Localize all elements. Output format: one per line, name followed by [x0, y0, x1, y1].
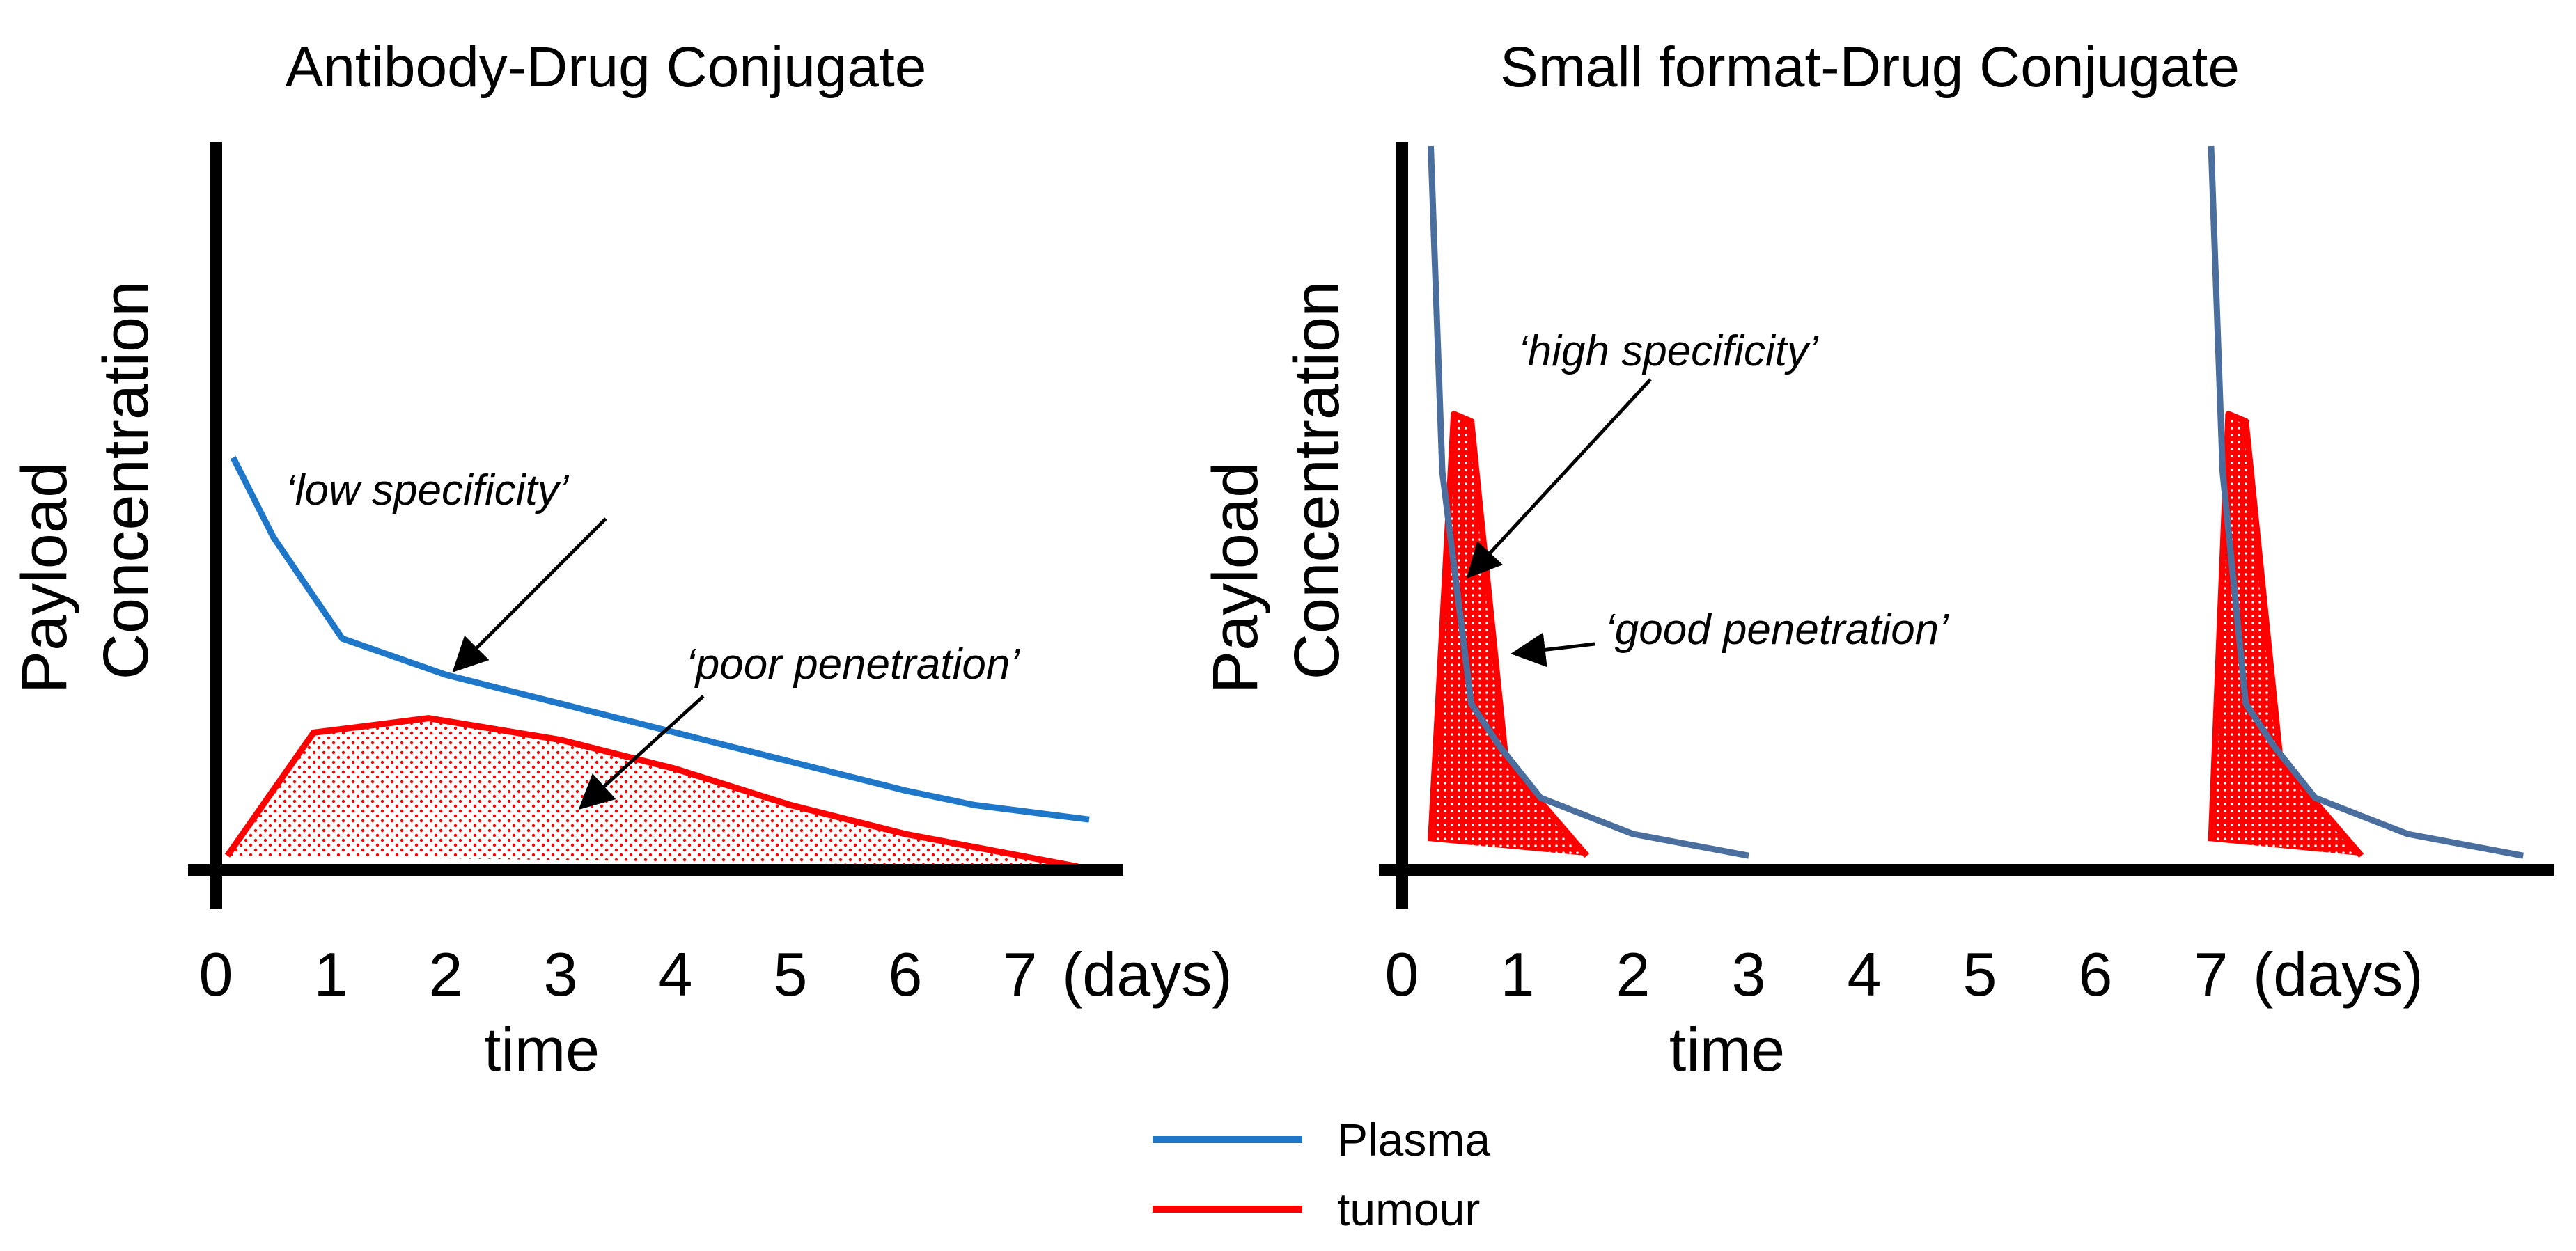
x-tick-label: 2	[429, 940, 463, 1009]
x-tick-label: 5	[774, 940, 808, 1009]
annotation-label: ‘poor penetration’	[686, 640, 1020, 689]
tumour-area	[227, 718, 1078, 867]
legend-item-tumour: tumour	[1153, 1183, 1480, 1235]
x-tick-labels: 0 1 2 3 4 5 6 7 (days)	[1385, 940, 2423, 1009]
tumour-area	[1430, 414, 1587, 856]
x-unit-label: (days)	[2253, 940, 2423, 1009]
x-tick-label: 0	[1385, 940, 1419, 1009]
legend-item-plasma: Plasma	[1153, 1114, 1490, 1165]
plasma-line	[1428, 145, 1749, 859]
y-axis-label-line2: Concentration	[91, 281, 162, 680]
plasma-line	[2208, 145, 2524, 859]
tumour-area	[2211, 414, 2362, 856]
x-tick-label: 5	[1963, 940, 1997, 1009]
annotation-arrow	[578, 695, 705, 810]
legend-label-tumour: tumour	[1337, 1183, 1480, 1235]
x-axis-title: time	[484, 1015, 600, 1084]
y-axis-label-line1: Payload	[9, 462, 80, 693]
x-axis-title: time	[1669, 1015, 1785, 1084]
x-tick-label: 4	[659, 940, 693, 1009]
x-tick-label: 3	[544, 940, 578, 1009]
x-tick-label: 7	[2194, 940, 2228, 1009]
x-tick-label: 4	[1848, 940, 1882, 1009]
x-tick-labels: 0 1 2 3 4 5 6 7 (days)	[199, 940, 1233, 1009]
plasma-line	[230, 456, 1090, 823]
x-tick-label: 3	[1732, 940, 1766, 1009]
panel-left: Antibody-Drug Conjugate Payload Concentr…	[9, 36, 1233, 1084]
x-tick-label: 0	[199, 940, 233, 1009]
plot-area: ‘low specificity’ ‘poor penetration’	[224, 456, 1090, 870]
legend: Plasma tumour	[1153, 1114, 1490, 1235]
tumour-line	[224, 715, 1079, 870]
x-tick-label: 1	[314, 940, 348, 1009]
chart-title: Small format-Drug Conjugate	[1500, 36, 2240, 99]
annotation-arrow	[1511, 632, 1595, 668]
annotation-label: ‘high specificity’	[1518, 327, 1819, 375]
x-tick-label: 6	[889, 940, 923, 1009]
legend-label-plasma: Plasma	[1337, 1114, 1490, 1165]
x-tick-label: 1	[1501, 940, 1535, 1009]
plot-area: ‘high specificity’ ‘good penetration’	[1428, 145, 2524, 859]
annotation-label: ‘good penetration’	[1605, 606, 1949, 654]
chart-title: Antibody-Drug Conjugate	[286, 36, 927, 99]
x-tick-label: 6	[2079, 940, 2113, 1009]
x-unit-label: (days)	[1062, 940, 1233, 1009]
annotation-label: ‘low specificity’	[286, 466, 570, 514]
annotation-arrow	[1466, 378, 1652, 579]
annotation-arrow	[452, 517, 607, 672]
panel-right: Small format-Drug Conjugate Payload Conc…	[1200, 36, 2554, 1084]
y-axis-label-line2: Concentration	[1281, 281, 1352, 680]
x-tick-label: 2	[1616, 940, 1650, 1009]
y-axis-label-line1: Payload	[1200, 462, 1271, 693]
x-tick-label: 7	[1004, 940, 1038, 1009]
